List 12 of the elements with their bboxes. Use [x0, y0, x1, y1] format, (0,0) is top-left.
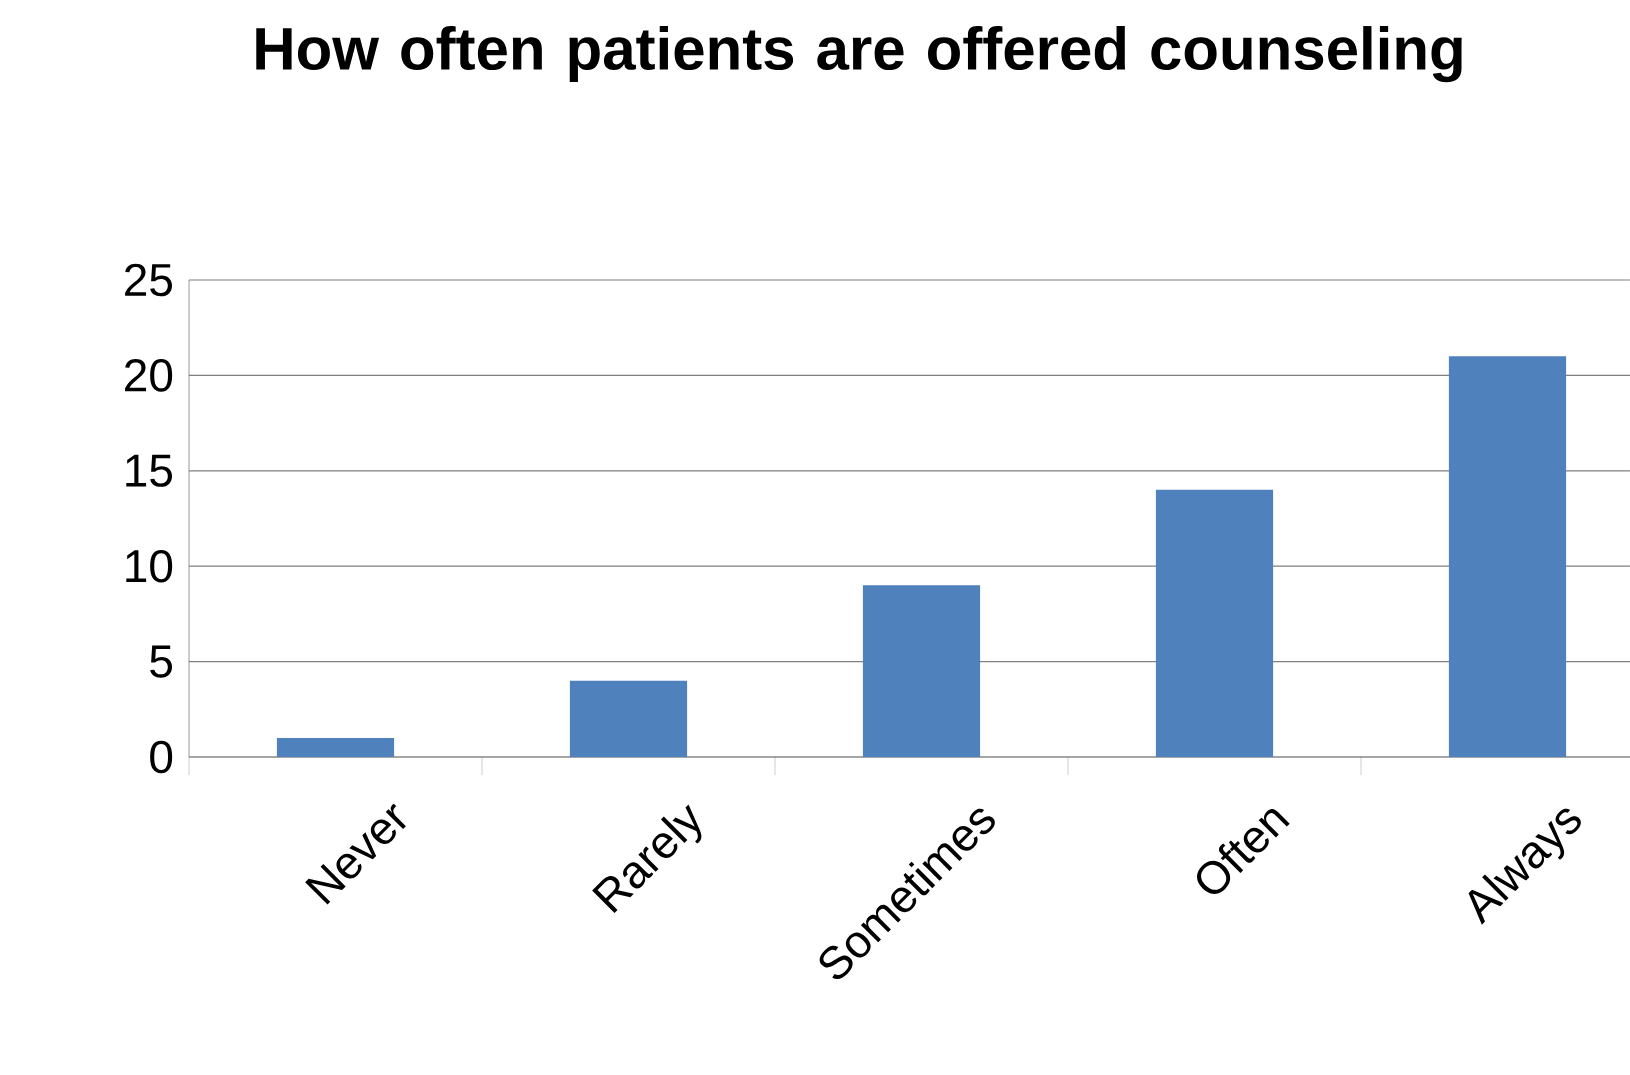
y-tick-label: 20 [125, 359, 173, 392]
y-tick-label: 0 [150, 740, 173, 774]
chart-title: How often patients are offered counseling [256, 26, 1462, 83]
bar [1448, 356, 1567, 757]
y-tick-label: 15 [126, 454, 172, 487]
bar [862, 585, 981, 757]
y-tick-label: 10 [126, 549, 173, 583]
bar [569, 680, 688, 757]
y-tick-label: 5 [150, 645, 173, 678]
bar [1155, 489, 1274, 757]
y-tick-label: 25 [125, 263, 172, 297]
bar [276, 737, 395, 757]
